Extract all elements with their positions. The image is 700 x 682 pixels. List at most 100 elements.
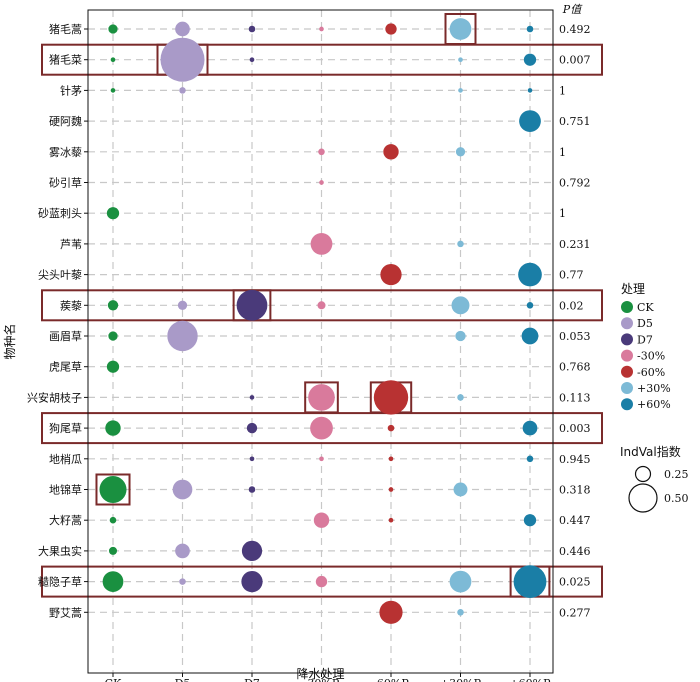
bubble-大果虫实-D7	[241, 540, 263, 562]
bubble-针茅-+60%P	[527, 88, 533, 93]
species-label: 尖头叶藜	[38, 269, 82, 282]
bubble-糙隐子草--30%P	[315, 575, 328, 588]
p-value: 0.751	[559, 115, 591, 128]
species-label: 砂引草	[49, 176, 82, 190]
bubble-狗尾草-D7	[246, 422, 258, 434]
p-value: 0.007	[559, 54, 591, 67]
legend-swatch	[621, 301, 633, 313]
bubble-狗尾草--30%P	[310, 416, 333, 440]
bubble-糙隐子草-CK	[102, 571, 124, 592]
p-value: 0.053	[559, 330, 591, 343]
bubble-野艾蒿-+30%P	[457, 609, 464, 616]
legend-swatch	[621, 365, 633, 378]
x-tick-label: CK	[105, 677, 122, 682]
p-value-labels: 0.492 0.007 1 0.751 1 0.792 1 0.231 0.77 0.02 0.05…	[559, 23, 591, 619]
highlight-cell-box	[95, 473, 131, 506]
species-label: 猪毛菜	[49, 54, 82, 67]
species-label: 地梢瓜	[49, 452, 82, 466]
p-value: 1	[559, 146, 566, 159]
size-legend-label: 0.25	[664, 468, 689, 481]
bubble-糙隐子草-D7	[241, 570, 263, 593]
species-label: 野艾蒿	[49, 606, 82, 619]
species-label: 兴安胡枝子	[27, 390, 82, 404]
bubble-蒺藜-CK	[107, 300, 119, 311]
legend-swatch	[621, 349, 633, 362]
bubble-蒺藜-+60%P	[526, 302, 534, 309]
legend-label: +30%	[637, 382, 671, 395]
p-value: 1	[559, 207, 566, 220]
bubble-硬阿魏-+60%P	[519, 110, 541, 132]
bubble-大籽蒿-+60%P	[523, 514, 537, 527]
bubble-猪毛菜-D7	[249, 57, 255, 63]
highlight-row-box	[41, 565, 603, 598]
bubble-地梢瓜--60%P	[388, 456, 394, 462]
bubble-糙隐子草-+60%P	[513, 565, 547, 598]
bubble-狗尾草-CK	[105, 420, 121, 436]
bubble-砂蓝刺头-CK	[106, 207, 120, 220]
bubble-地锦草-CK	[99, 475, 127, 504]
bubble-地锦草-+30%P	[453, 482, 468, 497]
bubble-大籽蒿-CK	[109, 516, 117, 524]
bubble-画眉草-CK	[108, 331, 118, 341]
species-label: 芦苇	[60, 237, 82, 251]
legend-swatch	[621, 317, 633, 330]
highlight-rows	[41, 43, 603, 598]
legend-label: D7	[637, 333, 653, 346]
highlight-cell-box	[444, 13, 477, 45]
bubble-地梢瓜-+60%P	[526, 455, 534, 463]
bubble-猪毛菜-CK	[110, 57, 116, 63]
p-value: 0.113	[559, 391, 591, 404]
bubble-地锦草-D7	[248, 486, 256, 493]
species-label: 糙隐子草	[38, 575, 82, 589]
legend-title: 处理	[621, 282, 645, 296]
x-tick-label: -60%P	[373, 677, 409, 682]
legend-label: CK	[637, 301, 654, 314]
bubble-画眉草-+60%P	[521, 327, 539, 345]
legend-label: +60%	[637, 398, 671, 411]
bubbles	[99, 18, 547, 624]
bubble-猪毛蒿-+60%P	[526, 25, 534, 33]
bubble-大果虫实-CK	[108, 546, 118, 555]
p-value: 0.277	[559, 606, 591, 619]
plot-frame	[87, 9, 554, 674]
size-legend-label: 0.50	[664, 492, 689, 505]
species-label: 狗尾草	[49, 422, 82, 435]
highlight-cell-box	[304, 381, 339, 414]
bubble-兴安胡枝子--30%P	[308, 384, 335, 411]
bubble-兴安胡枝子-+30%P	[457, 394, 464, 401]
x-tick-label: -30%P	[304, 677, 340, 682]
bubble-雾冰藜-+30%P	[455, 147, 466, 157]
x-axis-title: 降水处理	[296, 667, 344, 681]
p-value-header: P值	[562, 3, 583, 16]
p-value: 0.945	[559, 453, 591, 466]
bubble-猪毛菜-D5	[160, 37, 205, 82]
bubble-糙隐子草-+30%P	[449, 570, 472, 593]
p-value: 0.02	[559, 299, 584, 312]
species-label: 画眉草	[49, 330, 82, 343]
species-label: 大果虫实	[38, 544, 82, 558]
bubble-猪毛蒿-CK	[108, 24, 118, 34]
x-tick-label: +30%P	[440, 677, 482, 682]
bubble-狗尾草-+60%P	[522, 420, 538, 436]
bubble-猪毛蒿-D7	[248, 25, 256, 33]
bubble-砂引草--30%P	[319, 180, 324, 185]
size-legend-circle	[628, 483, 658, 513]
p-value: 0.231	[559, 238, 591, 251]
bubble-虎尾草-CK	[106, 360, 120, 373]
bubble-蒺藜-D5	[177, 300, 188, 310]
species-label: 猪毛蒿	[49, 23, 82, 36]
bubble-尖头叶藜-+60%P	[518, 262, 542, 287]
legend-label: -30%	[637, 350, 665, 363]
bubble-猪毛菜-+60%P	[523, 53, 537, 66]
bubble-画眉草-+30%P	[455, 330, 466, 342]
bubble-猪毛蒿--30%P	[319, 26, 324, 32]
bubble-猪毛蒿-D5	[175, 21, 190, 37]
species-label: 蒺藜	[60, 299, 82, 312]
species-label: 地锦草	[49, 483, 82, 497]
bubble-大籽蒿--30%P	[313, 512, 330, 528]
grid-lines	[88, 10, 553, 673]
bubble-雾冰藜--60%P	[383, 144, 399, 160]
bubble-地锦草--60%P	[388, 487, 394, 492]
bubble-兴安胡枝子-D7	[249, 395, 255, 400]
